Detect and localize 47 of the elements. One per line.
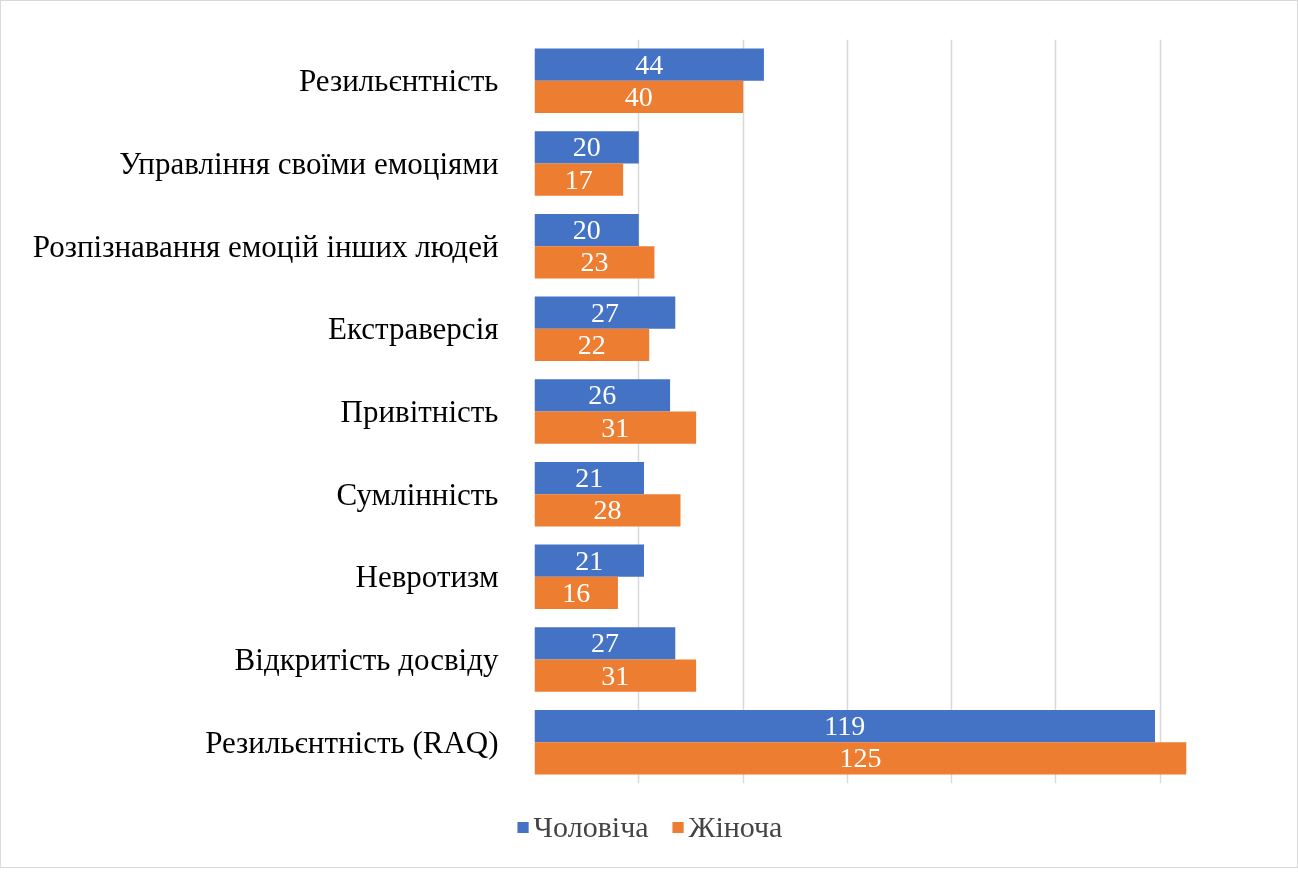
y-tick-label: Резильєнтність <box>299 63 499 99</box>
y-tick-label: Управління своїми емоціями <box>119 146 499 181</box>
bar <box>534 544 644 577</box>
bar <box>534 461 644 495</box>
bar <box>534 213 639 247</box>
bar <box>534 709 1155 743</box>
y-tick-label: Резильєнтність (RAQ) <box>205 724 499 760</box>
data-label: 27 <box>590 627 619 659</box>
bar <box>534 80 744 114</box>
bar <box>534 627 676 660</box>
legend-label: Чоловіча <box>533 810 649 844</box>
data-label: 28 <box>593 494 622 526</box>
data-label: 17 <box>564 163 593 195</box>
legend-label: Жіноча <box>688 810 783 844</box>
bar <box>534 494 681 527</box>
data-label: 21 <box>575 544 604 576</box>
data-label: 27 <box>590 296 619 328</box>
y-tick-label: Екстраверсія <box>327 311 499 347</box>
y-tick-label: Привітність <box>340 394 499 429</box>
bar <box>534 48 764 81</box>
data-label: 20 <box>572 214 601 246</box>
y-tick-label: Відкритість досвіду <box>234 642 499 677</box>
bar <box>534 411 697 444</box>
bar <box>534 379 671 412</box>
data-label: 22 <box>577 328 606 360</box>
data-label: 119 <box>824 710 866 742</box>
bar <box>534 742 1187 775</box>
bar <box>534 246 655 279</box>
data-label: 23 <box>580 246 609 278</box>
bar <box>534 576 618 610</box>
bar <box>534 163 624 196</box>
data-label: 26 <box>588 379 617 411</box>
bar <box>534 659 697 692</box>
data-label: 31 <box>601 411 630 443</box>
y-tick-label: Сумлінність <box>336 476 499 512</box>
data-label: 20 <box>572 131 601 163</box>
bar <box>534 131 639 164</box>
data-label: 16 <box>562 576 591 608</box>
data-label: 44 <box>635 48 664 80</box>
bar <box>534 328 650 362</box>
data-label: 125 <box>839 742 882 774</box>
bar <box>534 296 676 329</box>
y-tick-label: Розпізнавання емоцій інших людей <box>32 228 499 264</box>
y-tick-label: Невротизм <box>355 559 499 595</box>
data-label: 31 <box>601 659 630 691</box>
data-label: 21 <box>575 462 604 494</box>
data-label: 40 <box>624 80 653 112</box>
